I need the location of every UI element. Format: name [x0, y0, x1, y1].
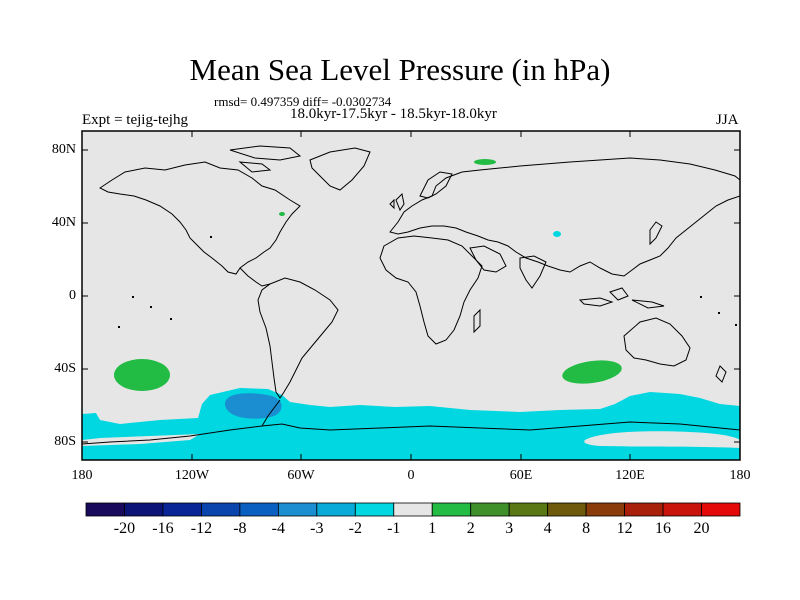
colorbar-label: -8	[233, 520, 247, 537]
colorbar-swatch	[201, 502, 241, 517]
lat-label: 80N	[51, 142, 76, 157]
colorbar-label: -16	[152, 520, 174, 537]
colorbar-label: 20	[693, 520, 710, 537]
colorbar-swatch	[85, 502, 125, 517]
lon-label: 120W	[174, 468, 210, 483]
anomaly-green-south-indian	[562, 360, 622, 384]
anomaly-neutral-patch	[584, 431, 740, 448]
colorbar-swatch	[277, 502, 318, 517]
anomaly-cyan-central-asia	[553, 231, 561, 237]
lon-label: 60W	[287, 468, 315, 483]
lon-label: 180	[71, 468, 93, 483]
colorbar-label: -1	[387, 520, 401, 537]
lat-label: 40N	[51, 215, 76, 230]
lat-label: 80S	[54, 434, 76, 449]
colorbar-label: 12	[616, 520, 633, 537]
experiment-label: Expt = tejig-tejhg	[82, 112, 188, 128]
coastlines	[82, 145, 740, 445]
plot-title: Mean Sea Level Pressure (in hPa)	[189, 52, 611, 87]
colorbar-swatch	[354, 502, 395, 517]
colorbar-swatch	[701, 502, 741, 517]
colorbar-swatch	[547, 502, 587, 517]
stats-label: rmsd= 0.497359 diff= -0.0302734	[214, 94, 392, 109]
colorbar-label: 4	[543, 520, 552, 537]
axis-ticks	[82, 131, 740, 460]
colorbar-label: -2	[348, 520, 362, 537]
lon-label: 120E	[615, 468, 645, 483]
colorbar-label: -12	[190, 520, 213, 537]
lat-label: 0	[69, 288, 76, 303]
colorbar-swatch	[124, 502, 164, 517]
colorbar-label: 8	[582, 520, 591, 537]
lon-label: 0	[407, 468, 415, 483]
colorbar-label: -4	[271, 520, 285, 537]
colorbar-label: -3	[310, 520, 324, 537]
colorbar-label: -20	[113, 520, 136, 537]
lon-label: 180	[729, 468, 751, 483]
colorbar-swatch	[393, 502, 433, 517]
map-area	[82, 131, 740, 460]
islands	[118, 236, 737, 328]
colorbar-label: 3	[505, 520, 514, 537]
colorbar	[85, 502, 741, 517]
colorbar-swatch	[585, 502, 625, 517]
colorbar-swatch	[624, 502, 664, 517]
anomaly-green-arctic	[474, 159, 496, 165]
colorbar-swatch	[316, 502, 356, 517]
colorbar-swatch	[508, 502, 549, 517]
colorbar-swatch	[239, 502, 279, 517]
colorbar-label: 16	[655, 520, 672, 537]
colorbar-swatch	[470, 502, 510, 517]
lat-label: 40S	[54, 361, 76, 376]
colorbar-label: 1	[428, 520, 437, 537]
colorbar-label: 2	[466, 520, 475, 537]
colorbar-swatch	[662, 502, 702, 517]
anomaly-green-south-pacific	[114, 359, 170, 391]
season-label: JJA	[716, 112, 739, 128]
anomaly-green-na-coast	[279, 212, 285, 216]
period-label: 18.0kyr-17.5kyr - 18.5kyr-18.0kyr	[290, 106, 497, 122]
anomaly-blue-blob	[224, 393, 282, 419]
lon-label: 60E	[509, 468, 533, 483]
colorbar-swatch	[431, 502, 472, 517]
colorbar-swatch	[162, 502, 202, 517]
